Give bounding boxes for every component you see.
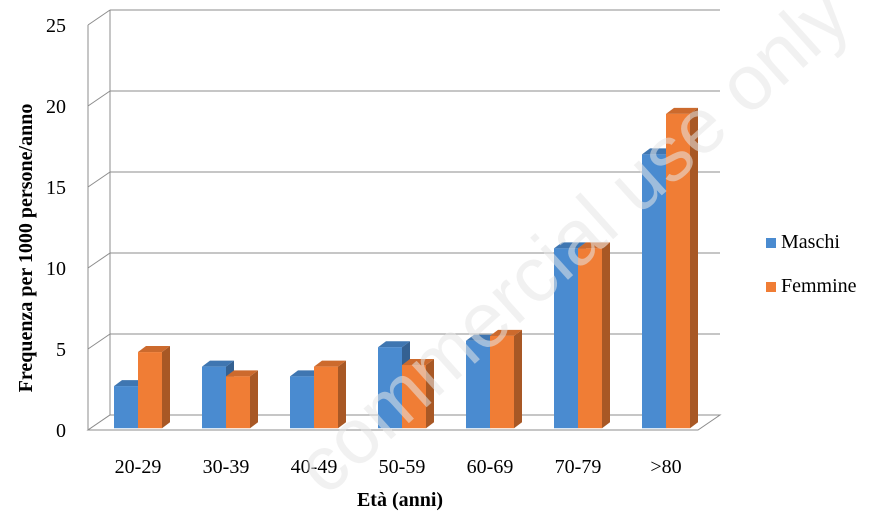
bar	[666, 107, 698, 429]
legend-label: Maschi	[781, 231, 840, 253]
bar-top	[554, 242, 586, 249]
x-axis-ticks: 20-29 30-39 40-49 50-59 60-69 70-79 >80	[115, 456, 682, 478]
gridline-side	[87, 9, 111, 26]
gridlines	[87, 9, 720, 431]
x-tick-label: 40-49	[291, 456, 338, 478]
x-tick-label: 50-59	[379, 456, 426, 478]
bar-top	[666, 107, 698, 114]
bar	[490, 329, 522, 429]
bar-front	[202, 366, 226, 429]
bar-front	[290, 376, 314, 429]
gridline-side	[87, 90, 111, 107]
gridline-side	[87, 252, 111, 269]
x-tick-label: 20-29	[115, 456, 162, 478]
bar-top	[402, 359, 434, 366]
bar-front	[490, 335, 514, 429]
bar-side	[426, 359, 434, 429]
bar-side	[690, 107, 698, 429]
bar-top	[490, 329, 522, 336]
legend: Maschi Femmine	[766, 231, 857, 297]
gridline-side	[87, 333, 111, 350]
bar-top	[226, 370, 258, 377]
bar-front	[402, 365, 426, 429]
gridline-side	[87, 171, 111, 188]
y-tick-label: 10	[46, 258, 66, 280]
legend-label: Femmine	[781, 275, 857, 297]
bar-front	[378, 347, 402, 429]
bar-front	[226, 376, 250, 429]
bar-side	[250, 370, 258, 429]
bar-top	[202, 360, 234, 367]
x-axis-title: Età (anni)	[357, 489, 443, 511]
bar-top	[138, 346, 170, 353]
legend-swatch	[766, 238, 776, 248]
bar-top	[314, 360, 346, 367]
bar	[138, 346, 170, 429]
y-tick-label: 0	[56, 420, 66, 442]
bar	[226, 370, 258, 429]
bar-side	[602, 242, 610, 429]
y-axis-title: Frequenza per 1000 persone/anno	[15, 104, 37, 393]
bar-front	[554, 248, 578, 429]
bar	[402, 359, 434, 429]
bar-front	[314, 366, 338, 429]
bar-front	[466, 340, 490, 429]
y-tick-label: 5	[56, 339, 66, 361]
bar-front	[642, 154, 666, 429]
bar-top	[578, 242, 610, 249]
bars	[114, 107, 698, 429]
bar	[578, 242, 610, 429]
y-axis-ticks: 0 5 10 15 20 25	[46, 15, 66, 442]
x-tick-label: 30-39	[203, 456, 250, 478]
x-tick-label: 60-69	[467, 456, 514, 478]
watermark: commercial use only	[278, 0, 865, 510]
y-tick-label: 15	[46, 177, 66, 199]
bar-side	[162, 346, 170, 429]
legend-swatch	[766, 282, 776, 292]
legend-item: Maschi	[766, 231, 840, 253]
bar-top	[378, 341, 410, 348]
bar-front	[578, 248, 602, 429]
bar	[314, 360, 346, 429]
bar-front	[114, 386, 138, 429]
y-tick-label: 20	[46, 96, 66, 118]
bar-side	[514, 329, 522, 429]
bar-side	[338, 360, 346, 429]
x-tick-label: 70-79	[555, 456, 602, 478]
x-tick-label: >80	[650, 456, 681, 478]
bar-front	[666, 113, 690, 429]
y-tick-label: 25	[46, 15, 66, 37]
bar-front	[138, 352, 162, 429]
legend-item: Femmine	[766, 275, 857, 297]
